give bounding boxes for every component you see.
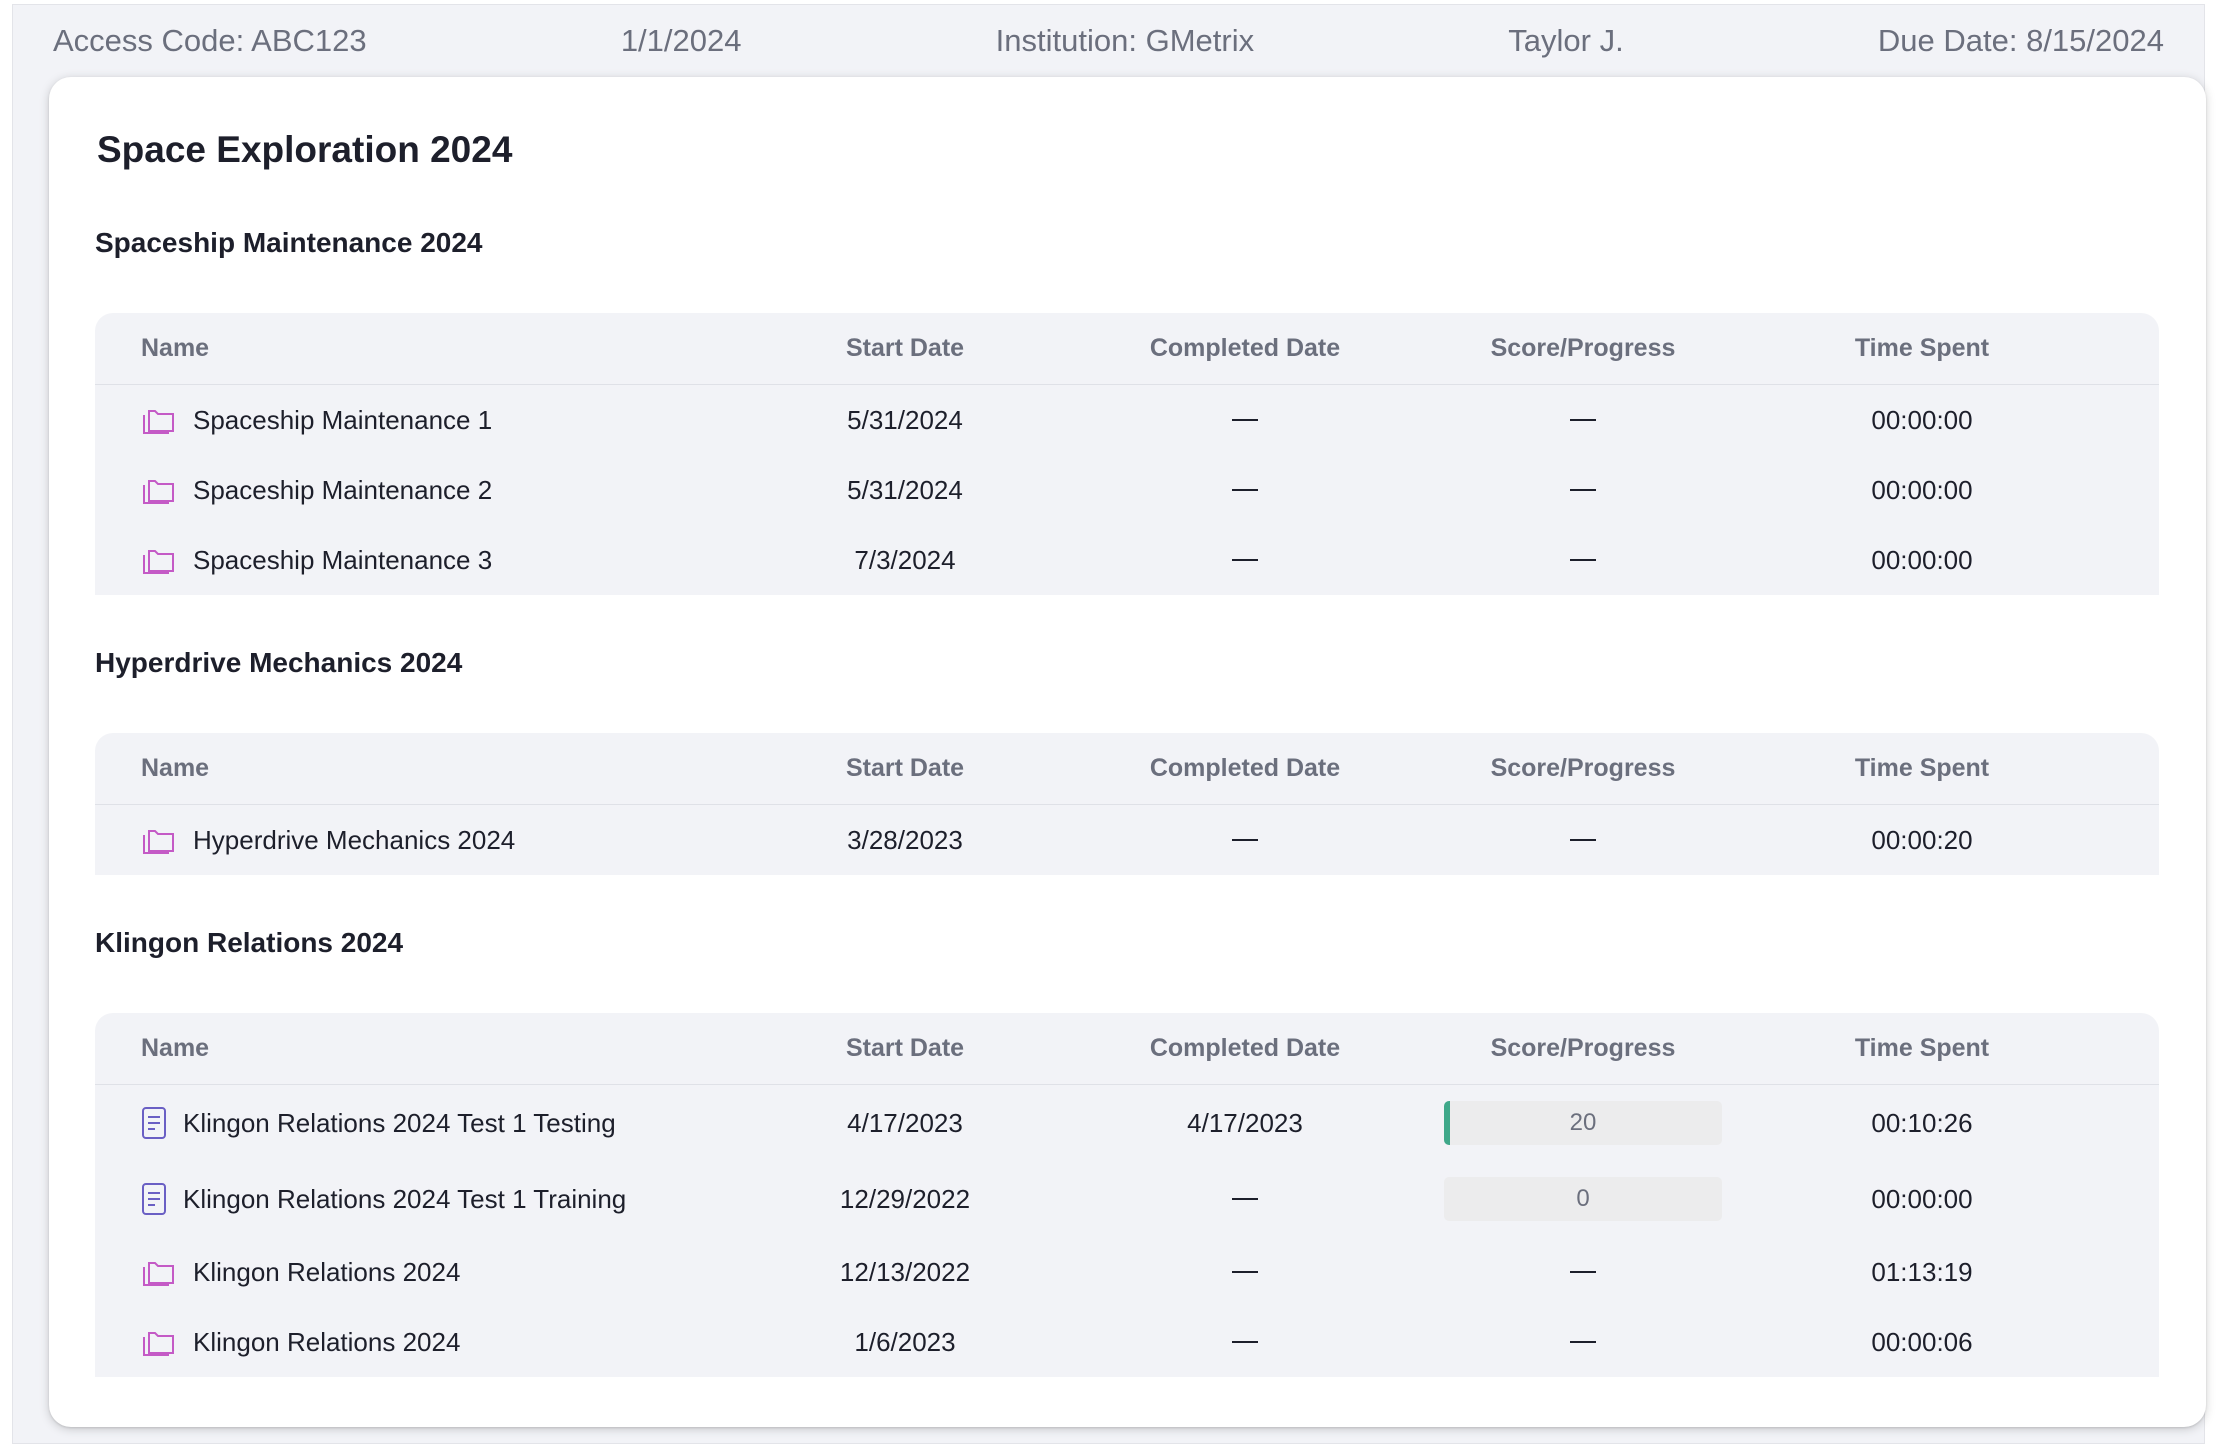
row-start-date: 7/3/2024 bbox=[854, 544, 956, 575]
row-time-spent: 00:00:00 bbox=[1871, 404, 1973, 435]
folder-icon bbox=[143, 550, 174, 574]
row-time-spent: 00:00:20 bbox=[1871, 824, 1973, 855]
table-row[interactable]: Spaceship Maintenance 1 5/31/2024 00:00:… bbox=[95, 385, 2159, 455]
folder-icon bbox=[143, 410, 174, 434]
access-code: Access Code: ABC123 bbox=[53, 23, 367, 58]
column-header-start-date[interactable]: Start Date bbox=[845, 754, 965, 782]
row-name[interactable]: Hyperdrive Mechanics 2024 bbox=[193, 824, 516, 855]
document-icon bbox=[142, 1183, 166, 1215]
row-start-date: 5/31/2024 bbox=[847, 404, 963, 435]
content-card: Space Exploration 2024 Spaceship Mainten… bbox=[49, 77, 2206, 1427]
row-completed-date-empty bbox=[1095, 1237, 1395, 1307]
row-completed-date-empty bbox=[1095, 455, 1395, 525]
row-time-spent: 00:00:00 bbox=[1871, 474, 1973, 505]
section-title-klingon-relations: Klingon Relations 2024 bbox=[95, 927, 404, 958]
table-header: Name Start Date Completed Date Score/Pro… bbox=[95, 733, 2159, 805]
table-header: Name Start Date Completed Date Score/Pro… bbox=[95, 313, 2159, 385]
column-header-time-spent[interactable]: Time Spent bbox=[1854, 754, 1990, 782]
row-time-spent: 00:00:00 bbox=[1871, 1183, 1973, 1214]
column-header-score[interactable]: Score/Progress bbox=[1490, 1034, 1676, 1062]
row-score-empty bbox=[1433, 385, 1733, 455]
folder-icon bbox=[143, 830, 174, 854]
column-header-start-date[interactable]: Start Date bbox=[845, 334, 965, 362]
row-name[interactable]: Klingon Relations 2024 bbox=[193, 1256, 461, 1287]
row-time-spent: 00:00:06 bbox=[1871, 1326, 1973, 1357]
section-title-hyperdrive-mechanics: Hyperdrive Mechanics 2024 bbox=[95, 647, 463, 678]
row-completed-date: 4/17/2023 bbox=[1187, 1107, 1303, 1138]
row-name[interactable]: Spaceship Maintenance 3 bbox=[193, 544, 493, 575]
page-title: Space Exploration 2024 bbox=[97, 129, 513, 170]
row-name[interactable]: Klingon Relations 2024 Test 1 Training bbox=[183, 1183, 627, 1214]
score-value: 0 bbox=[1576, 1185, 1590, 1212]
table-row[interactable]: Klingon Relations 2024 12/13/2022 01:13:… bbox=[95, 1237, 2159, 1307]
progress-fill bbox=[1444, 1101, 1450, 1145]
table-row[interactable]: Spaceship Maintenance 2 5/31/2024 00:00:… bbox=[95, 455, 2159, 525]
table-row[interactable]: Hyperdrive Mechanics 2024 3/28/2023 00:0… bbox=[95, 805, 2159, 875]
current-date: 1/1/2024 bbox=[620, 23, 742, 58]
due-date: Due Date: 8/15/2024 bbox=[1877, 23, 2164, 58]
row-completed-date-empty bbox=[1095, 385, 1395, 455]
table-hyperdrive-mechanics: Name Start Date Completed Date Score/Pro… bbox=[95, 733, 2159, 875]
folder-icon bbox=[143, 480, 174, 504]
row-name[interactable]: Spaceship Maintenance 2 bbox=[193, 474, 493, 505]
row-name[interactable]: Klingon Relations 2024 Test 1 Testing bbox=[183, 1107, 616, 1138]
score-progress-bar: 0 bbox=[1444, 1177, 1722, 1221]
table-row[interactable]: Klingon Relations 2024 1/6/2023 00:00:06 bbox=[95, 1307, 2159, 1377]
row-time-spent: 00:00:00 bbox=[1871, 544, 1973, 575]
table-header: Name Start Date Completed Date Score/Pro… bbox=[95, 1013, 2159, 1085]
column-header-score[interactable]: Score/Progress bbox=[1490, 754, 1676, 782]
row-score-empty bbox=[1433, 1307, 1733, 1377]
table-klingon-relations: Name Start Date Completed Date Score/Pro… bbox=[95, 1013, 2159, 1377]
score-value: 20 bbox=[1569, 1109, 1597, 1136]
column-header-name[interactable]: Name bbox=[141, 754, 210, 782]
row-completed-date-empty bbox=[1095, 805, 1395, 875]
table-row[interactable]: Klingon Relations 2024 Test 1 Testing 4/… bbox=[95, 1085, 2159, 1161]
row-score-empty bbox=[1433, 525, 1733, 595]
row-start-date: 4/17/2023 bbox=[847, 1107, 963, 1138]
row-start-date: 1/6/2023 bbox=[854, 1326, 956, 1357]
column-header-completed-date[interactable]: Completed Date bbox=[1149, 754, 1341, 782]
info-bar: Access Code: ABC123 1/1/2024 Institution… bbox=[13, 5, 2204, 77]
app-frame: Access Code: ABC123 1/1/2024 Institution… bbox=[12, 4, 2206, 1444]
score-progress-bar: 20 bbox=[1444, 1101, 1722, 1145]
column-header-time-spent[interactable]: Time Spent bbox=[1854, 1034, 1990, 1062]
column-header-completed-date[interactable]: Completed Date bbox=[1149, 1034, 1341, 1062]
folder-icon bbox=[143, 1332, 174, 1356]
column-header-name[interactable]: Name bbox=[141, 1034, 210, 1062]
row-start-date: 3/28/2023 bbox=[847, 824, 963, 855]
row-name[interactable]: Klingon Relations 2024 bbox=[193, 1326, 461, 1357]
row-completed-date-empty bbox=[1095, 1161, 1395, 1237]
row-completed-date-empty bbox=[1095, 1307, 1395, 1377]
user-name: Taylor J. bbox=[1508, 23, 1624, 58]
table-spaceship-maintenance: Name Start Date Completed Date Score/Pro… bbox=[95, 313, 2159, 595]
column-header-name[interactable]: Name bbox=[141, 334, 210, 362]
row-time-spent: 01:13:19 bbox=[1871, 1256, 1973, 1287]
table-row[interactable]: Spaceship Maintenance 3 7/3/2024 00:00:0… bbox=[95, 525, 2159, 595]
row-completed-date-empty bbox=[1095, 525, 1395, 595]
row-score-empty bbox=[1433, 455, 1733, 525]
row-name[interactable]: Spaceship Maintenance 1 bbox=[193, 404, 493, 435]
folder-icon bbox=[143, 1262, 174, 1286]
document-icon bbox=[142, 1107, 166, 1139]
table-row[interactable]: Klingon Relations 2024 Test 1 Training 1… bbox=[95, 1161, 2159, 1237]
row-score-empty bbox=[1433, 1237, 1733, 1307]
column-header-completed-date[interactable]: Completed Date bbox=[1149, 334, 1341, 362]
section-title-spaceship-maintenance: Spaceship Maintenance 2024 bbox=[95, 227, 483, 258]
row-score-empty bbox=[1433, 805, 1733, 875]
row-start-date: 5/31/2024 bbox=[847, 474, 963, 505]
row-start-date: 12/13/2022 bbox=[839, 1256, 971, 1287]
row-time-spent: 00:10:26 bbox=[1871, 1107, 1973, 1138]
column-header-score[interactable]: Score/Progress bbox=[1490, 334, 1676, 362]
row-start-date: 12/29/2022 bbox=[839, 1183, 971, 1214]
column-header-time-spent[interactable]: Time Spent bbox=[1854, 334, 1990, 362]
column-header-start-date[interactable]: Start Date bbox=[845, 1034, 965, 1062]
institution: Institution: GMetrix bbox=[995, 23, 1255, 58]
